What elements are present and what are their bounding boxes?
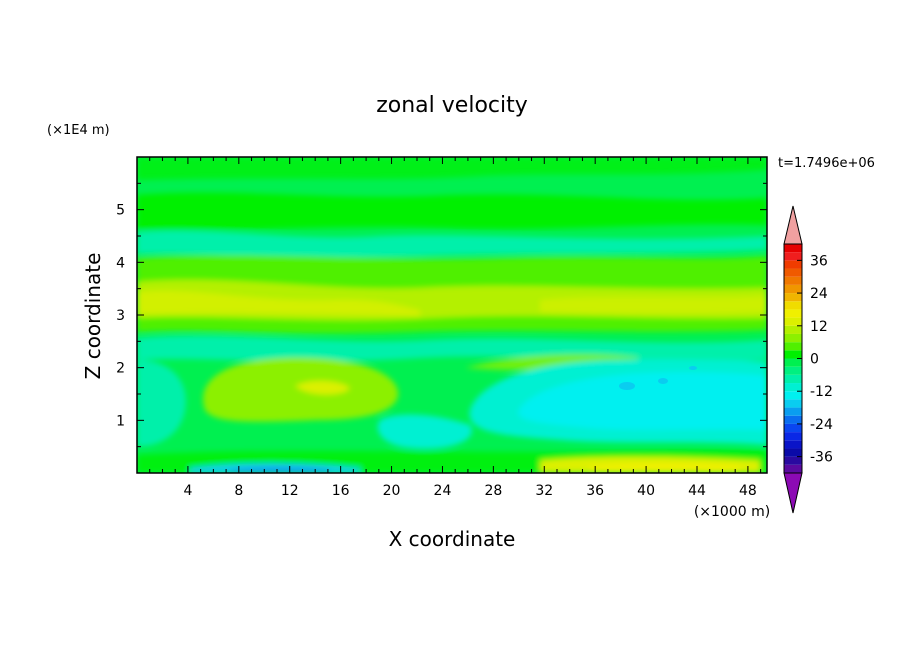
y-unit-label: (×1E4 m) [47, 123, 110, 138]
colorbar-segment [784, 383, 802, 392]
contour-band-top [137, 157, 767, 180]
colorbar-tick-label: -24 [810, 417, 833, 433]
contour-blob-left [203, 357, 399, 422]
x-axis-label: X coordinate [389, 527, 516, 551]
colorbar-segment [784, 293, 802, 302]
colorbar-segment [784, 244, 802, 253]
colorbar-segment [784, 317, 802, 326]
colorbar-segment [784, 366, 802, 375]
x-unit-label: (×1000 m) [694, 504, 770, 520]
x-tick-label: 40 [637, 483, 655, 499]
contour-blob-left-core [295, 380, 350, 395]
x-tick-label: 16 [332, 483, 350, 499]
x-tick-label: 20 [383, 483, 401, 499]
colorbar-tick-label: 12 [810, 319, 828, 335]
x-tick-label: 24 [434, 483, 452, 499]
x-axis: 4 8 12 16 20 24 28 32 36 40 44 48 [149, 157, 762, 499]
contour-band-mid-yellow-right [540, 296, 767, 314]
colorbar-tick-label: 36 [810, 253, 828, 269]
contour-band-mid-yellow [137, 290, 420, 316]
x-tick-label: 36 [586, 483, 604, 499]
colorbar-tick-label: 24 [810, 286, 828, 302]
colorbar-segment [784, 284, 802, 294]
colorbar-segment [784, 260, 802, 269]
colorbar-tick-label: -12 [810, 384, 833, 400]
colorbar-segment [784, 333, 802, 343]
x-tick-label: 4 [183, 483, 192, 499]
colorbar-tick-label: 0 [810, 352, 819, 368]
colorbar-segment [784, 358, 802, 367]
contour-region-right-cyan [518, 372, 767, 430]
colorbar-segment [784, 423, 802, 433]
contour-band-upper-green [137, 192, 767, 231]
colorbar-segment [784, 276, 802, 285]
colorbar-tick-label: -36 [810, 450, 833, 466]
colorbar-segment [784, 391, 802, 400]
colorbar-segment [784, 301, 802, 310]
contour-band-bottom-yellow-core [590, 463, 740, 473]
y-tick-label: 1 [116, 413, 125, 429]
colorbar-segment [784, 432, 802, 441]
time-label: t=1.7496e+06 [778, 156, 875, 171]
contour-region-center-teal [377, 414, 472, 449]
contour-band-bottom-blue [230, 467, 330, 473]
x-tick-label: 12 [281, 483, 299, 499]
colorbar-over-triangle [783, 205, 803, 245]
y-tick-label: 5 [116, 203, 125, 219]
chart-title: zonal velocity [376, 93, 528, 118]
colorbar-segment [784, 325, 802, 334]
x-tick-label: 48 [739, 483, 757, 499]
contour-band-upper-teal [137, 230, 767, 258]
colorbar-segment [784, 456, 802, 465]
colorbar-segment [784, 268, 802, 277]
y-tick-label: 3 [116, 308, 125, 324]
colorbar-segment [784, 399, 802, 408]
x-tick-label: 28 [484, 483, 502, 499]
colorbar-segment [784, 350, 802, 359]
y-tick-label: 4 [116, 255, 125, 271]
x-tick-label: 32 [535, 483, 553, 499]
contour-region-left-edge [137, 360, 186, 447]
colorbar-segment [784, 374, 802, 384]
contour-field [137, 157, 767, 473]
colorbar-segment [784, 415, 802, 424]
colorbar-segment [784, 464, 802, 473]
colorbar-under-triangle [783, 472, 803, 514]
colorbar-segment [784, 342, 802, 351]
colorbar-segment [784, 252, 802, 261]
colorbar-segment [784, 309, 802, 318]
colorbar: 36 24 12 0 -12 -24 -36 [783, 205, 833, 514]
colorbar-segment [784, 440, 802, 449]
contour-cold-spot [689, 366, 697, 370]
x-tick-label: 8 [234, 483, 243, 499]
x-tick-label: 44 [688, 483, 706, 499]
y-tick-label: 2 [116, 361, 125, 377]
contour-cold-spot [658, 378, 668, 384]
colorbar-segment [784, 448, 802, 457]
colorbar-segment [784, 407, 802, 416]
y-axis: 1 2 3 4 5 [116, 182, 767, 448]
contour-cold-spot [619, 382, 635, 390]
y-axis-label: Z coordinate [81, 253, 105, 380]
